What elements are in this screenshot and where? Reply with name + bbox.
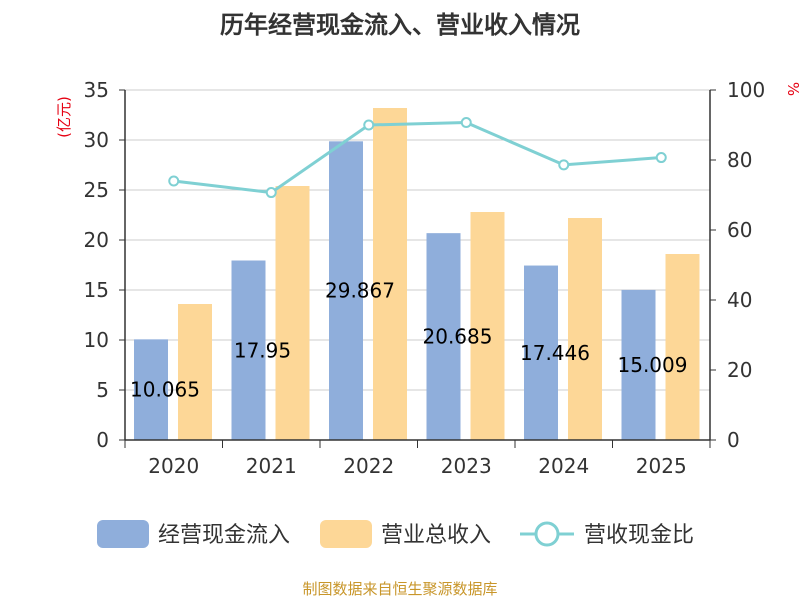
source-note: 制图数据来自恒生聚源数据库 <box>302 580 497 598</box>
left-axis-unit: (亿元) <box>55 96 73 138</box>
ratio-point <box>460 117 472 129</box>
data-labels: 10.065 17.95 29.867 20.685 17.446 15.009 <box>130 279 687 402</box>
x-tick-label: 2022 <box>343 454 394 478</box>
left-tick-label: 25 <box>84 178 109 202</box>
bar-revenue <box>470 212 505 440</box>
data-label-cash-inflow: 17.95 <box>234 338 291 362</box>
data-label-cash-inflow: 10.065 <box>130 378 200 402</box>
bar-cash-inflow <box>134 339 168 440</box>
bar-cash-inflow <box>621 289 656 440</box>
right-axis-unit: % <box>784 82 800 96</box>
left-tick-label: 15 <box>84 278 109 302</box>
x-tick-label: 2024 <box>538 454 589 478</box>
legend-swatch-revenue <box>320 520 372 548</box>
bars <box>134 108 700 440</box>
bar-cash-inflow <box>426 233 461 440</box>
left-tick-label: 30 <box>84 128 109 152</box>
legend-swatch-cash-inflow <box>97 520 149 548</box>
right-tick-label: 20 <box>727 358 752 382</box>
x-tick-label: 2025 <box>636 454 687 478</box>
legend: 经营现金流入 营业总收入 营收现金比 <box>97 520 694 548</box>
x-tick-label: 2021 <box>246 454 297 478</box>
legend-marker-ratio <box>534 521 560 547</box>
bar-revenue <box>568 218 602 440</box>
legend-label-cash-inflow: 经营现金流入 <box>158 523 290 548</box>
right-tick-label: 60 <box>727 218 752 242</box>
x-tick-label: 2020 <box>148 454 199 478</box>
ratio-point <box>168 175 180 187</box>
axes <box>119 89 716 448</box>
ratio-line <box>168 117 667 199</box>
left-tick-label: 0 <box>96 428 109 452</box>
gridlines <box>125 89 710 391</box>
right-tick-label: 0 <box>727 428 740 452</box>
legend-label-ratio: 营收现金比 <box>584 523 694 548</box>
right-tick-label: 100 <box>727 78 765 102</box>
data-label-cash-inflow: 29.867 <box>325 279 395 303</box>
left-tick-label: 5 <box>96 378 109 402</box>
ratio-point <box>363 119 375 131</box>
bar-revenue <box>178 304 212 440</box>
left-tick-label: 20 <box>84 228 109 252</box>
right-tick-label: 80 <box>727 148 752 172</box>
bar-revenue <box>373 108 407 440</box>
data-label-cash-inflow: 15.009 <box>618 353 688 377</box>
legend-label-revenue: 营业总收入 <box>381 523 491 548</box>
left-tick-label: 35 <box>84 78 109 102</box>
left-tick-label: 10 <box>84 328 109 352</box>
bar-cash-inflow <box>231 260 266 440</box>
bar-cash-inflow <box>524 265 558 440</box>
data-label-cash-inflow: 20.685 <box>423 325 493 349</box>
x-tick-label: 2023 <box>441 454 492 478</box>
bar-cash-inflow <box>329 141 363 440</box>
ratio-point <box>655 152 667 164</box>
bar-revenue <box>665 254 700 440</box>
data-label-cash-inflow: 17.446 <box>520 341 590 365</box>
ratio-point <box>265 187 277 199</box>
bar-revenue <box>275 186 310 440</box>
ratio-line-path <box>173 121 662 195</box>
chart-title: 历年经营现金流入、营业收入情况 <box>220 11 580 39</box>
ratio-point <box>558 159 570 171</box>
right-tick-label: 40 <box>727 288 752 312</box>
